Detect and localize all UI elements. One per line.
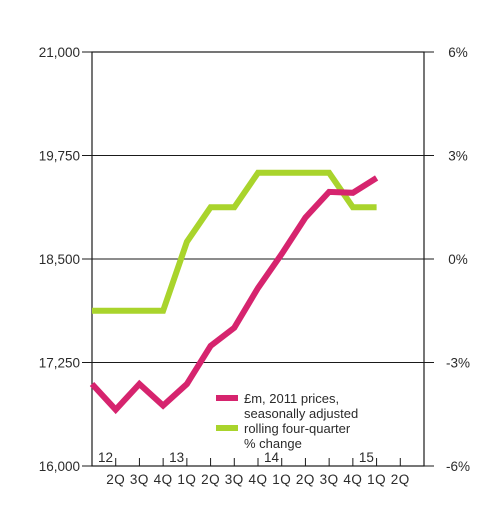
- right-axis-tick-label: 3%: [448, 149, 468, 164]
- quarter-label: 3Q: [130, 472, 149, 487]
- quarter-label: 2Q: [391, 472, 410, 487]
- year-label: 12: [98, 450, 113, 465]
- quarter-label: 2Q: [106, 472, 125, 487]
- left-axis-tick-label: 16,000: [39, 459, 80, 474]
- quarter-label: 1Q: [272, 472, 291, 487]
- series-line-price: [89, 175, 379, 415]
- quarter-label: 1Q: [367, 472, 386, 487]
- left-axis-tick-label: 17,250: [39, 356, 80, 371]
- quarter-label: 3Q: [225, 472, 244, 487]
- quarter-label: 2Q: [296, 472, 315, 487]
- quarter-label: 1Q: [177, 472, 196, 487]
- grid: [92, 155, 424, 363]
- quarter-label: 4Q: [248, 472, 267, 487]
- left-axis-tick-label: 19,750: [39, 149, 80, 164]
- year-label: 15: [359, 450, 374, 465]
- right-axis-tick-label: -3%: [446, 356, 470, 371]
- left-axis-tick-label: 18,500: [39, 252, 80, 267]
- right-axis-tick-label: -6%: [446, 459, 470, 474]
- right-axis: -6% -3% 0% 3% 6%: [424, 45, 470, 474]
- left-axis: 16,000 17,250 18,500 19,750 21,000: [39, 45, 92, 474]
- quarter-label: 3Q: [320, 472, 339, 487]
- quarter-label: 4Q: [154, 472, 173, 487]
- left-axis-tick-label: 21,000: [39, 45, 80, 60]
- year-label: 13: [169, 450, 184, 465]
- legend: £m, 2011 prices, seasonally adjustedrolli…: [216, 391, 358, 451]
- right-axis-tick-label: 6%: [448, 45, 468, 60]
- year-label: 14: [264, 450, 280, 465]
- legend-label: £m, 2011 prices, seasonally adjusted: [244, 391, 358, 421]
- quarter-label: 4Q: [343, 472, 362, 487]
- right-axis-tick-label: 0%: [448, 252, 468, 267]
- x-axis: 12 13 14 15 2Q 3Q 4Q 1Q 2Q 3Q 4Q 1Q 2Q 3Q 4Q 1Q 2Q: [98, 450, 410, 487]
- quarter-label: 2Q: [201, 472, 220, 487]
- legend-label: rolling four-quarter% change: [244, 421, 351, 451]
- series-group: [89, 169, 379, 415]
